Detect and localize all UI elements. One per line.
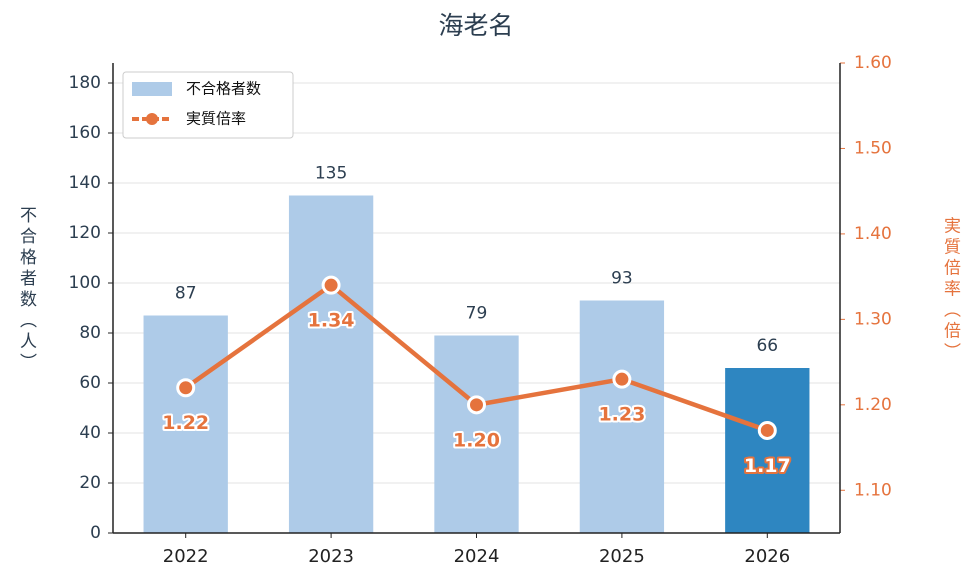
y-tick-label: 160 (69, 123, 101, 143)
x-tick-label: 2025 (599, 546, 645, 567)
y2-axis-label: 実質倍率（倍） (940, 216, 961, 363)
line-marker (612, 369, 632, 389)
bar-value-label: 87 (175, 284, 197, 304)
y-tick-label: 0 (90, 523, 101, 543)
y-tick-label: 180 (69, 73, 101, 93)
legend-label: 実質倍率 (186, 110, 246, 128)
y2-tick-label: 1.40 (854, 224, 892, 244)
legend-swatch (132, 82, 172, 96)
y-tick-label: 40 (79, 423, 101, 443)
y-tick-label: 60 (79, 373, 101, 393)
line-value-label: 1.17 (744, 455, 791, 477)
legend-marker (146, 113, 158, 125)
line-value-label: 1.20 (453, 429, 500, 451)
bar-value-label: 135 (315, 164, 347, 184)
bar (288, 195, 374, 533)
y2-tick-label: 1.60 (854, 53, 892, 73)
x-tick-label: 2026 (744, 546, 790, 567)
y-tick-label: 140 (69, 173, 101, 193)
x-tick-label: 2022 (163, 546, 209, 567)
line-marker (467, 395, 486, 415)
x-tick-label: 2024 (454, 546, 500, 567)
line-marker (176, 378, 196, 398)
bar (725, 368, 810, 533)
y2-tick-label: 1.10 (854, 480, 892, 500)
y-tick-label: 80 (79, 323, 101, 343)
y-tick-label: 120 (69, 223, 101, 243)
y-axis-label: 不合格者数（人） (16, 206, 37, 374)
y-tick-label: 100 (69, 273, 101, 293)
bar-value-label: 66 (756, 336, 778, 356)
x-tick-label: 2023 (308, 546, 354, 567)
bar-value-label: 93 (611, 269, 633, 289)
line-marker (757, 420, 777, 440)
y2-tick-label: 1.50 (854, 138, 892, 158)
y2-tick-label: 1.30 (854, 309, 892, 329)
legend-label: 不合格者数 (186, 80, 261, 98)
line-value-label: 1.23 (598, 404, 645, 426)
bar (143, 315, 228, 533)
line-value-label: 1.22 (162, 412, 209, 434)
line-value-label: 1.34 (308, 310, 355, 332)
y2-tick-label: 1.20 (854, 395, 892, 415)
y-tick-label: 20 (79, 473, 101, 493)
chart-title: 海老名 (438, 11, 513, 40)
line-marker (321, 275, 341, 295)
bar-value-label: 79 (466, 304, 488, 324)
bar (579, 300, 665, 533)
bar (434, 335, 519, 533)
